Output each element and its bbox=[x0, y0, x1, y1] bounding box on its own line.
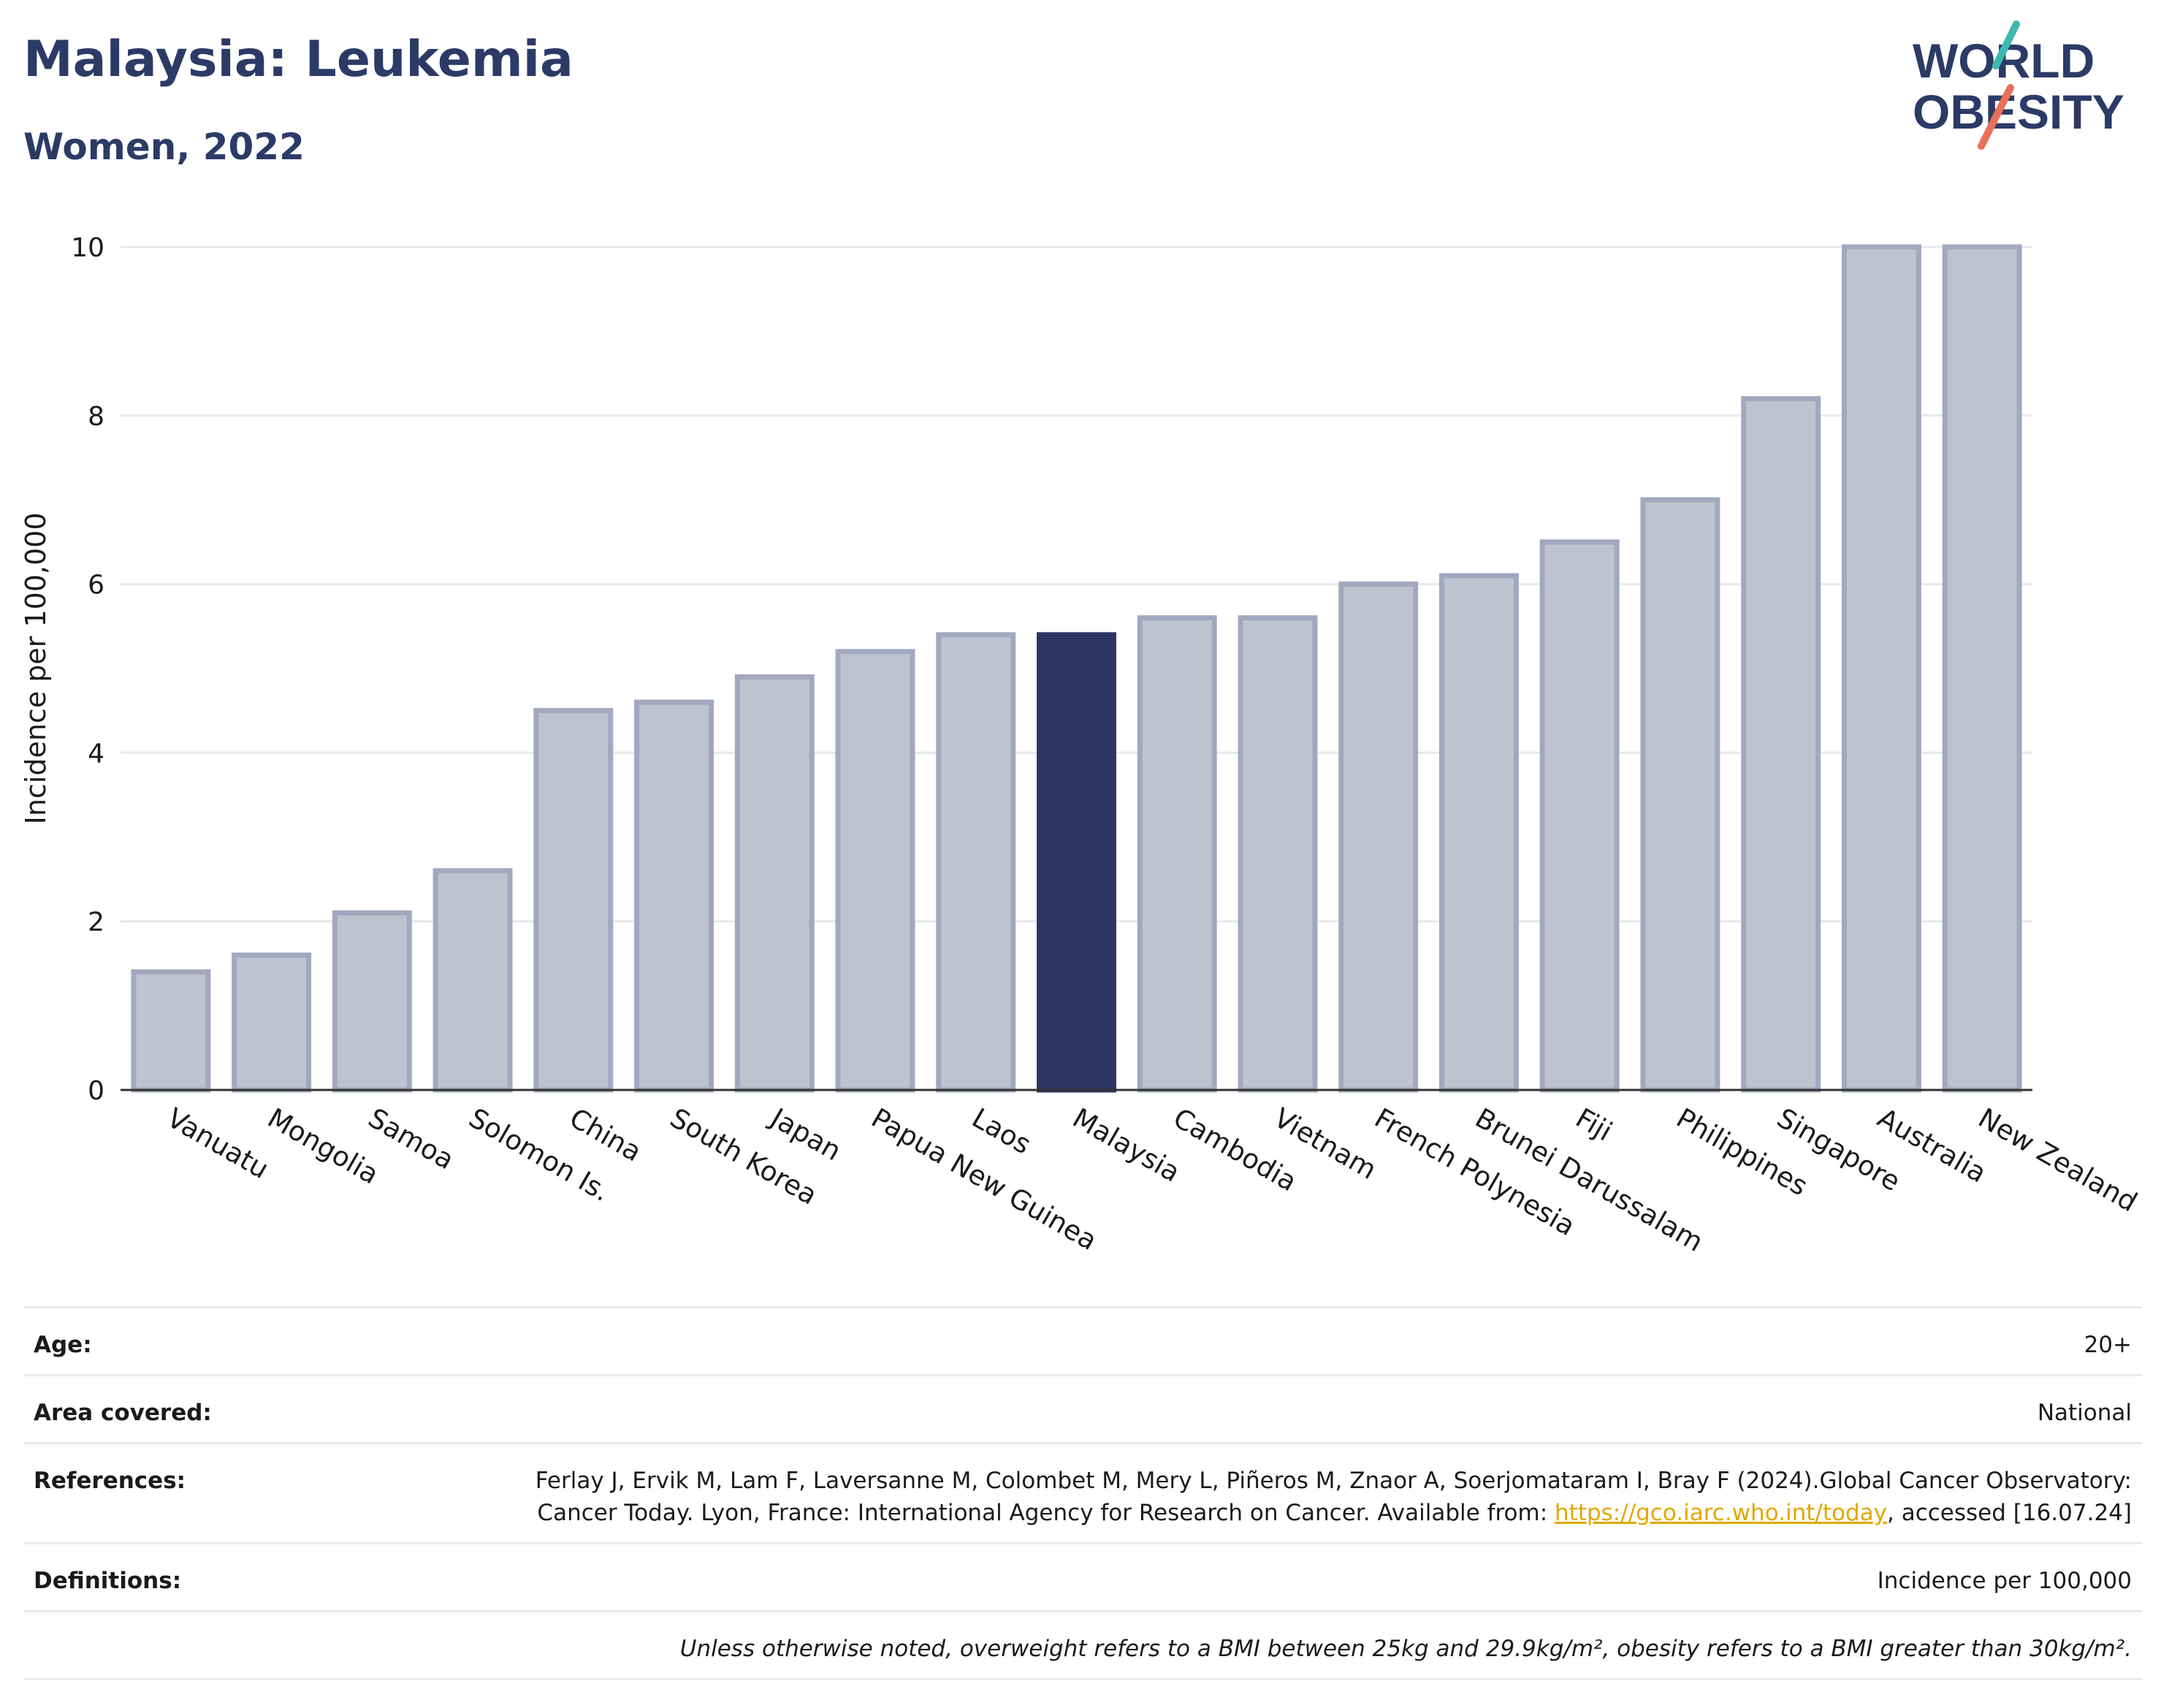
y-tick-label: 10 bbox=[71, 233, 104, 263]
bar-philippines bbox=[1640, 497, 1720, 1093]
bar-papua-new-guinea bbox=[835, 649, 915, 1093]
logo-word-obesity: OBESITY bbox=[1913, 85, 2124, 139]
bar-fiji bbox=[1539, 539, 1620, 1093]
age-label: Age: bbox=[34, 1332, 92, 1358]
world-obesity-logo: WORLD OBESITY bbox=[1913, 20, 2124, 150]
x-tick-label: Mongolia bbox=[262, 1102, 384, 1191]
x-tick-label: Vanuatu bbox=[161, 1102, 274, 1186]
bars bbox=[131, 244, 2022, 1093]
bar-australia bbox=[1841, 244, 1921, 1093]
y-axis: 0 2 4 6 8 10 bbox=[71, 233, 104, 1106]
x-tick-label: Malaysia bbox=[1067, 1102, 1186, 1189]
bar-laos bbox=[936, 632, 1016, 1093]
bar-vietnam bbox=[1238, 615, 1318, 1093]
bar-french-polynesia bbox=[1338, 582, 1419, 1093]
y-tick-label: 2 bbox=[88, 907, 104, 937]
x-tick-label: Fiji bbox=[1571, 1102, 1617, 1148]
x-tick-label: New Zealand bbox=[1973, 1102, 2143, 1219]
y-tick-label: 6 bbox=[88, 571, 104, 601]
references-value: Ferlay J, Ervik M, Lam F, Laversanne M, … bbox=[451, 1465, 2132, 1529]
logo-coral-stroke bbox=[1978, 84, 2014, 150]
bar-samoa bbox=[332, 910, 412, 1093]
info-row-references: References: Ferlay J, Ervik M, Lam F, La… bbox=[23, 1442, 2142, 1542]
y-tick-label: 4 bbox=[88, 739, 104, 769]
chart-subtitle: Women, 2022 bbox=[23, 126, 305, 168]
bar-south-korea bbox=[634, 699, 714, 1093]
bar-brunei-darussalam bbox=[1438, 573, 1519, 1093]
info-row-area: Area covered: National bbox=[23, 1374, 2142, 1442]
bar-singapore bbox=[1741, 396, 1821, 1093]
area-value: National bbox=[2037, 1400, 2132, 1426]
bar-china bbox=[533, 708, 614, 1093]
info-row-definitions: Definitions: Incidence per 100,000 bbox=[23, 1542, 2142, 1610]
references-text: Ferlay J, Ervik M, Lam F, Laversanne M, … bbox=[535, 1468, 2132, 1526]
age-value: 20+ bbox=[2084, 1332, 2132, 1358]
definitions-label: Definitions: bbox=[34, 1568, 182, 1594]
definitions-value: Incidence per 100,000 bbox=[1877, 1568, 2132, 1594]
references-label: References: bbox=[34, 1468, 186, 1494]
bar-mongolia bbox=[232, 952, 312, 1093]
y-axis-label: Incidence per 100,000 bbox=[20, 512, 52, 824]
references-link[interactable]: https://gco.iarc.who.int/today bbox=[1555, 1500, 1887, 1526]
area-label: Area covered: bbox=[34, 1400, 212, 1426]
bar-malaysia bbox=[1037, 632, 1116, 1093]
logo-teal-stroke bbox=[1992, 20, 2020, 69]
bar-vanuatu bbox=[131, 969, 211, 1093]
info-row-note: Unless otherwise noted, overweight refer… bbox=[23, 1610, 2142, 1680]
bar-new-zealand bbox=[1942, 244, 2022, 1093]
info-row-age: Age: 20+ bbox=[23, 1306, 2142, 1374]
bar-solomon-is bbox=[432, 868, 513, 1093]
y-tick-label: 8 bbox=[88, 402, 104, 432]
references-accessed: , accessed [16.07.24] bbox=[1886, 1500, 2132, 1526]
y-tick-label: 0 bbox=[88, 1076, 104, 1106]
bar-japan bbox=[734, 674, 815, 1093]
info-table: Age: 20+ Area covered: National Referenc… bbox=[23, 1306, 2142, 1680]
chart-title: Malaysia: Leukemia bbox=[23, 31, 573, 88]
x-tick-label: Laos bbox=[967, 1102, 1036, 1161]
bmi-note: Unless otherwise noted, overweight refer… bbox=[679, 1636, 2132, 1662]
bar-cambodia bbox=[1137, 615, 1217, 1093]
